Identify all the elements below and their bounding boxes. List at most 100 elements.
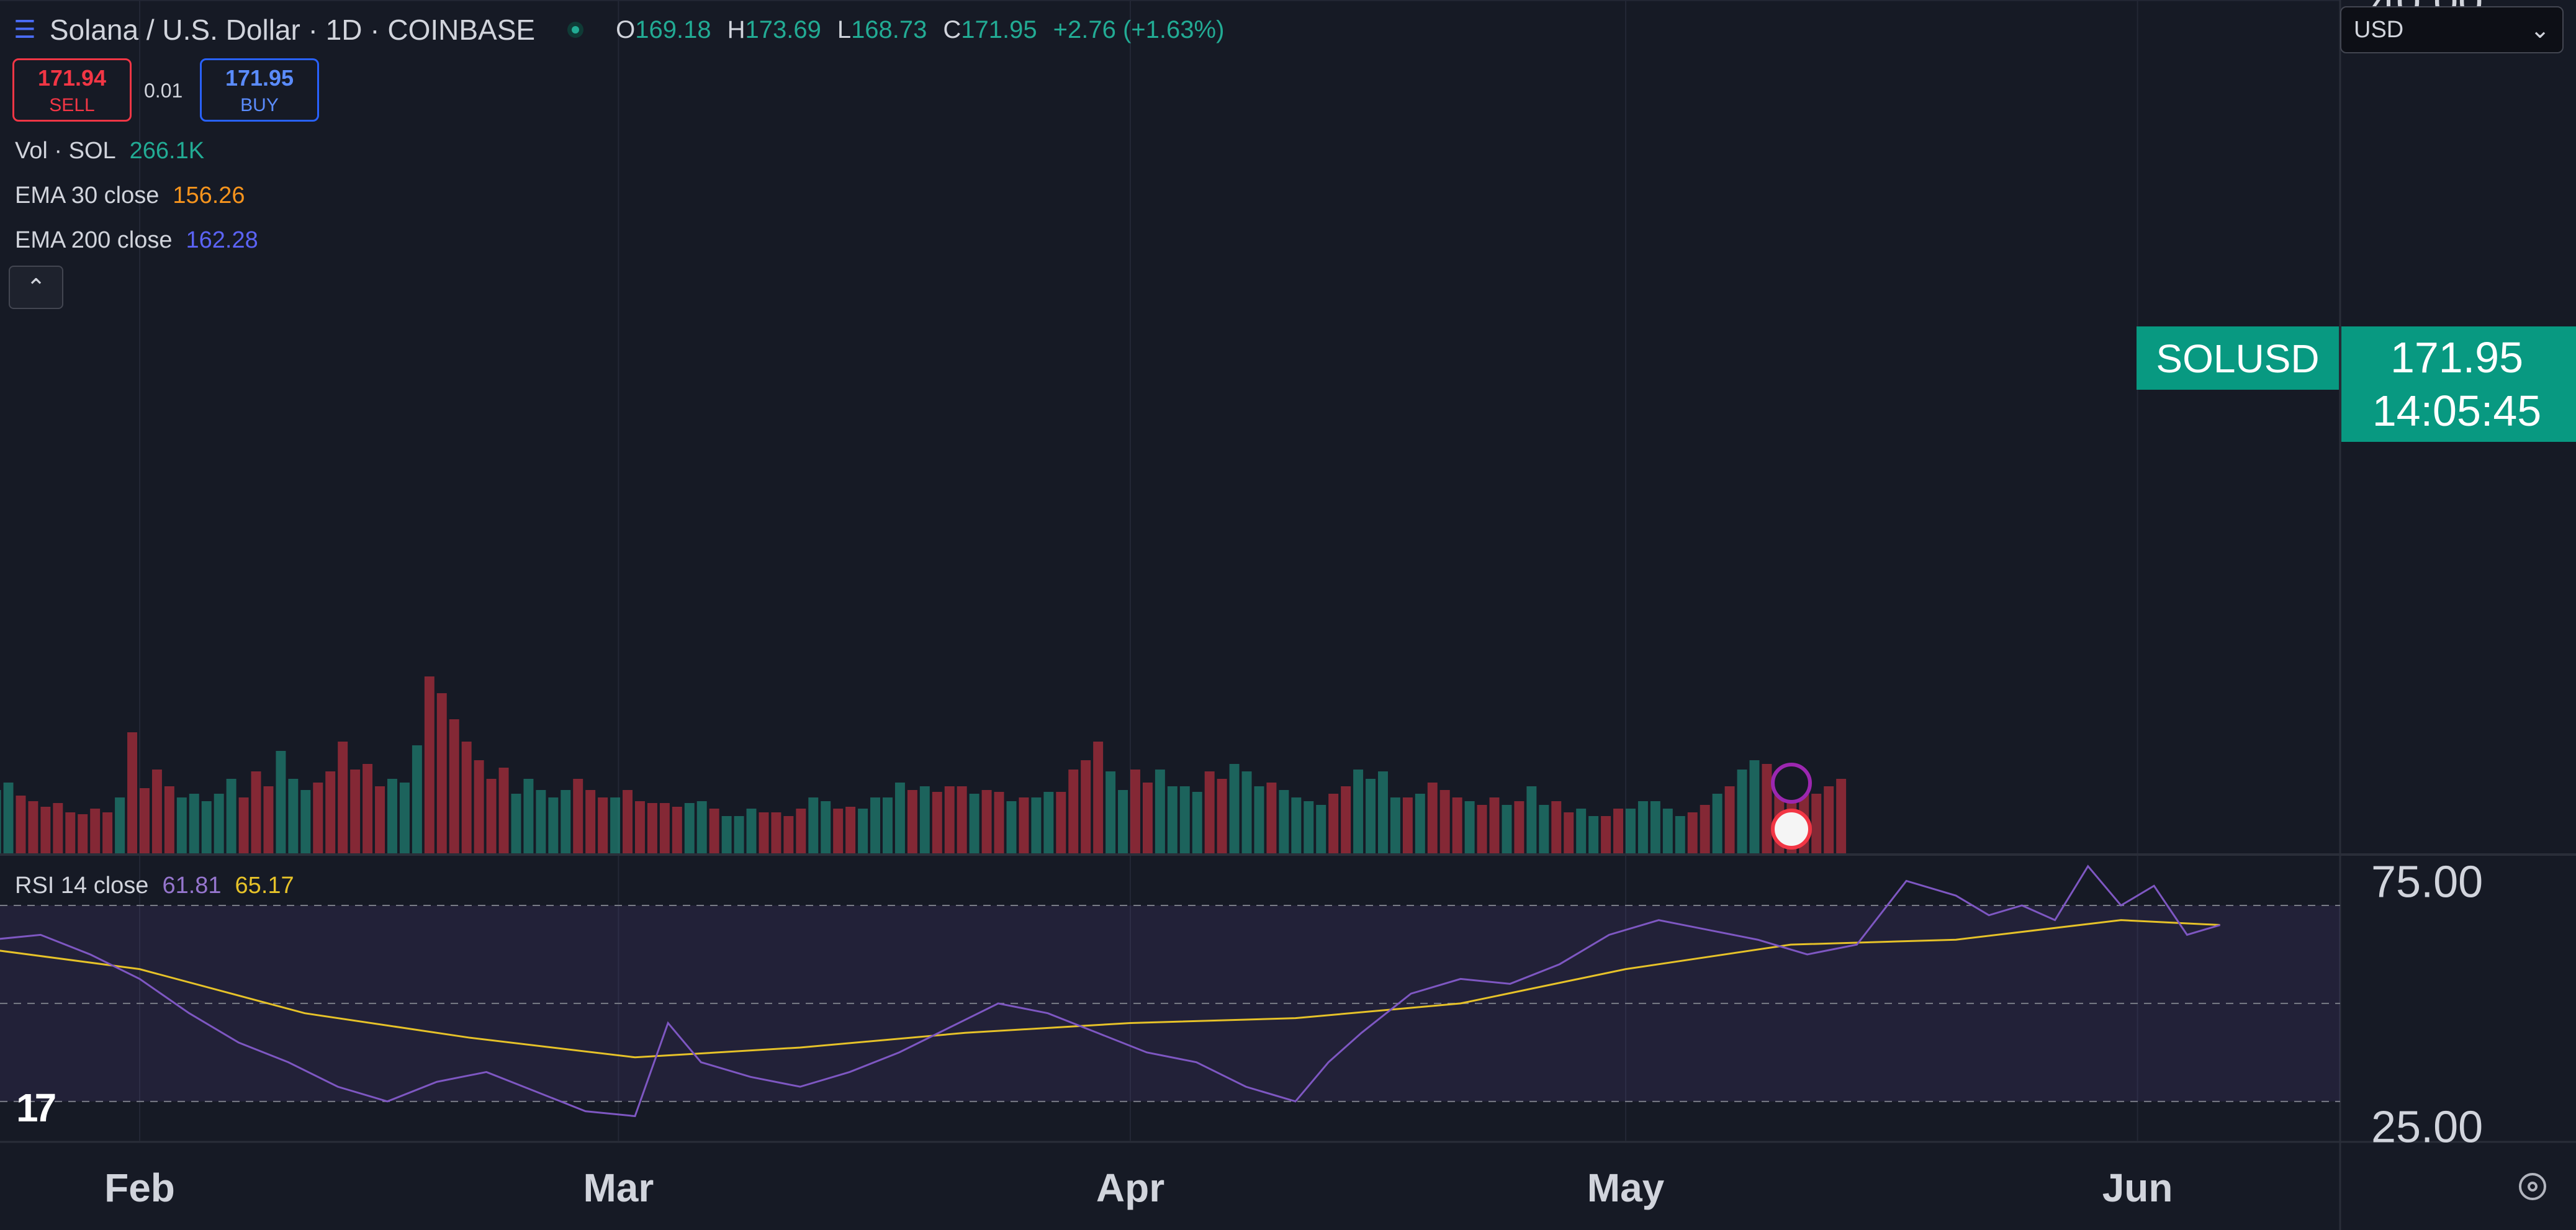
volume-bar (1824, 786, 1834, 853)
high-value: 173.69 (745, 16, 821, 43)
volume-bar (1539, 805, 1549, 853)
volume-bar (870, 797, 880, 853)
volume-bar (771, 812, 781, 853)
volume-bar (1712, 794, 1723, 853)
volume-bar (696, 801, 707, 853)
volume-bar (1068, 770, 1079, 853)
volume-bar (127, 732, 137, 853)
volume-bar (1031, 797, 1042, 853)
volume-bar (313, 783, 323, 853)
volume-bar (1179, 786, 1190, 853)
volume-bar (1637, 801, 1648, 853)
volume-bar (363, 764, 373, 853)
ema30-label: EMA 30 close (15, 182, 160, 209)
volume-bar (894, 783, 905, 853)
volume-bar (907, 790, 917, 853)
menu-icon[interactable]: ☰ (14, 16, 36, 43)
volume-bar (1366, 779, 1376, 853)
legend-volume[interactable]: Vol · SOL 266.1K (15, 138, 204, 164)
volume-bar (1118, 790, 1128, 853)
volume-bar (461, 742, 472, 853)
buy-label: BUY (240, 95, 279, 115)
gear-icon[interactable] (2519, 1173, 2546, 1200)
chart-header: ☰ Solana / U.S. Dollar · 1D · COINBASE O… (14, 11, 1224, 48)
volume-bar (1762, 764, 1772, 853)
buy-price: 171.95 (225, 65, 294, 91)
volume-bar (424, 676, 435, 853)
symbol-badge (2137, 326, 2339, 390)
rsi-line (0, 864, 2221, 1118)
volume-bar (610, 797, 621, 853)
collapse-legend-button[interactable]: ⌃ (9, 266, 63, 309)
volume-bar (1241, 771, 1252, 853)
volume-bar (1019, 797, 1029, 853)
volume-value: 266.1K (129, 138, 205, 164)
volume-bar (1353, 770, 1364, 853)
volume-bar (1489, 797, 1500, 853)
volume-bar (919, 786, 930, 853)
volume-bar (511, 794, 521, 853)
volume-bar (1526, 786, 1537, 853)
volume-bar (498, 768, 509, 853)
rsi-ma-line (0, 919, 2220, 1059)
volume-bar (1316, 805, 1326, 853)
currency-value: USD (2354, 16, 2404, 43)
volume-bar (1390, 797, 1400, 853)
market-open-icon (567, 22, 584, 38)
volume-bar (523, 779, 534, 853)
volume-bar (1043, 792, 1054, 853)
volume-bar (1217, 779, 1227, 853)
volume-bar (140, 788, 150, 853)
rsi-ma-value: 65.17 (235, 873, 294, 899)
legend-rsi[interactable]: RSI 14 close 61.81 65.17 (15, 873, 294, 899)
rsi-label: RSI 14 close (15, 873, 149, 899)
volume-bar (387, 779, 397, 853)
volume-bar (957, 786, 967, 853)
legend-ema30[interactable]: EMA 30 close 156.26 (15, 182, 245, 209)
time-tick-label: Mar (583, 1165, 654, 1210)
volume-bar (746, 809, 757, 853)
rsi-value: 61.81 (162, 873, 222, 899)
volume-bar (783, 816, 794, 853)
change-value: +2.76 (+1.63%) (1053, 16, 1225, 43)
last-price-badge (2341, 326, 2576, 442)
volume-bar (1836, 779, 1847, 853)
volume-bar (759, 812, 769, 853)
volume-bar (40, 807, 51, 853)
volume-bar (845, 807, 856, 853)
volume-bar (1229, 764, 1240, 853)
volume-bar (201, 801, 212, 853)
volume-bar (1452, 797, 1462, 853)
currency-select[interactable]: USD ⌄ (2340, 6, 2564, 53)
volume-bar (1724, 786, 1735, 853)
volume-bar (1502, 805, 1512, 853)
volume-bar (1204, 771, 1215, 853)
legend-ema200[interactable]: EMA 200 close 162.28 (15, 227, 258, 254)
chevron-up-icon: ⌃ (26, 274, 46, 301)
lightning-event-icon (1771, 763, 1812, 804)
volume-bar (176, 797, 187, 853)
volume-bar (0, 790, 1, 853)
volume-bar (1328, 794, 1339, 853)
volume-bar (1130, 770, 1140, 853)
volume-bar (412, 745, 422, 853)
volume-bar (1142, 783, 1153, 853)
symbol-title[interactable]: Solana / U.S. Dollar · 1D · COINBASE (49, 14, 536, 46)
volume-bar (1662, 809, 1673, 853)
sell-button[interactable]: 171.94 SELL (12, 58, 132, 122)
rsi-tick-label: 25.00 (2371, 1102, 2483, 1152)
volume-bar (65, 812, 76, 853)
volume-bar (1687, 812, 1698, 853)
volume-bar (672, 807, 682, 853)
volume-bar (659, 803, 670, 853)
last-price-text: 171.95 (2390, 333, 2523, 382)
volume-bar (189, 794, 199, 853)
volume-bar (53, 803, 63, 853)
buy-button[interactable]: 171.95 BUY (200, 58, 319, 122)
low-label: L (837, 16, 852, 43)
open-value: 169.18 (635, 16, 711, 43)
volume-bar (1006, 801, 1017, 853)
volume-bar (151, 770, 162, 853)
countdown-text: 14:05:45 (2372, 387, 2541, 435)
